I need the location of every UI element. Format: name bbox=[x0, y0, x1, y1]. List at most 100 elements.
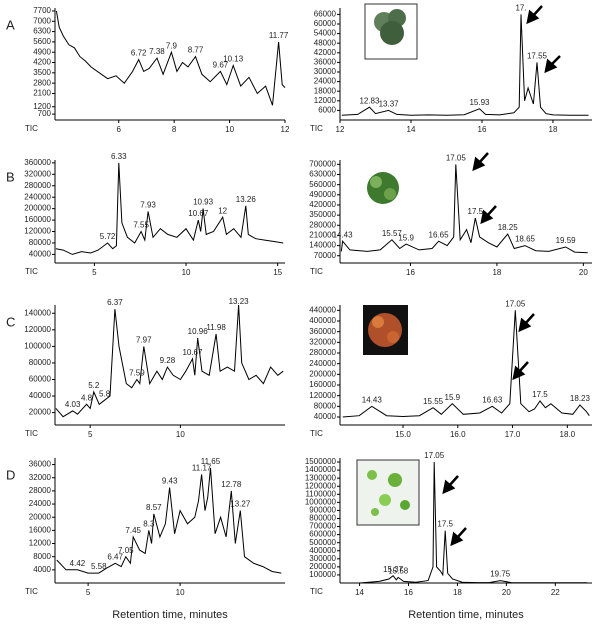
y-tick-label: 700000 bbox=[309, 522, 336, 531]
peak-label: 5.72 bbox=[100, 232, 116, 241]
y-tick-label: 700000 bbox=[309, 159, 336, 168]
peak-label: 15.58 bbox=[388, 566, 409, 575]
peak-label: 6.37 bbox=[107, 298, 123, 307]
peak-label: 13.26 bbox=[236, 195, 257, 204]
y-tick-label: 440000 bbox=[309, 305, 336, 314]
y-tick-label: 3500 bbox=[33, 68, 51, 77]
peak-label: 13.23 bbox=[229, 297, 250, 306]
peak-label: 7.38 bbox=[149, 47, 165, 56]
peak-label: 17.5 bbox=[532, 390, 548, 399]
y-tick-label: 1200 bbox=[33, 102, 51, 111]
trace bbox=[342, 310, 590, 418]
y-tick-label: 4000 bbox=[33, 565, 51, 574]
peak-label: 17.05 bbox=[424, 451, 445, 460]
y-tick-label: 40000 bbox=[314, 412, 337, 421]
y-tick-label: 350000 bbox=[309, 210, 336, 219]
y-tick-label: 20000 bbox=[29, 408, 52, 417]
y-tick-label: 1400000 bbox=[305, 465, 337, 474]
photo-d bbox=[356, 459, 420, 526]
peak-label: 17. bbox=[515, 4, 526, 13]
y-tick-label: 5600 bbox=[33, 37, 51, 46]
x-tick-label: 18.0 bbox=[560, 430, 576, 439]
y-tick-label: 600000 bbox=[309, 530, 336, 539]
x-tick-label: 6 bbox=[117, 125, 122, 134]
x-tick-label: 10 bbox=[225, 125, 234, 134]
y-tick-label: 80000 bbox=[314, 401, 337, 410]
y-tick-label: 320000 bbox=[24, 169, 51, 178]
x-tick-label: 17.0 bbox=[505, 430, 521, 439]
y-tick-label: 200000 bbox=[309, 562, 336, 571]
peak-label: 8.77 bbox=[188, 46, 204, 55]
y-tick-label: 1500000 bbox=[305, 457, 337, 466]
peak-label: 11.17 bbox=[192, 464, 212, 473]
y-tick-label: 24000 bbox=[314, 77, 337, 86]
y-tick-label: 100000 bbox=[309, 570, 336, 579]
photo-c bbox=[363, 305, 408, 355]
y-tick-label: 16000 bbox=[29, 525, 52, 534]
trace bbox=[56, 467, 282, 574]
peak-label: 18.23 bbox=[570, 394, 591, 403]
peak-label: 8.57 bbox=[146, 503, 162, 512]
y-tick-label: 1200000 bbox=[305, 481, 337, 490]
y-label: TIC bbox=[25, 587, 38, 596]
y-tick-label: 12000 bbox=[314, 96, 337, 105]
y-label: TIC bbox=[25, 124, 38, 133]
trace bbox=[55, 304, 284, 418]
peak-label: 19.75 bbox=[490, 570, 511, 579]
peak-label: 15.37 bbox=[383, 565, 404, 574]
y-tick-label: 280000 bbox=[309, 220, 336, 229]
y-tick-label: 24000 bbox=[29, 499, 52, 508]
y-tick-label: 490000 bbox=[309, 190, 336, 199]
y-tick-label: 160000 bbox=[24, 215, 51, 224]
y-tick-label: 20000 bbox=[29, 512, 52, 521]
peak-label: 12.78 bbox=[221, 480, 242, 489]
y-tick-label: 200000 bbox=[309, 369, 336, 378]
peak-label: 15.55 bbox=[423, 397, 444, 406]
peak-label: 12.83 bbox=[359, 96, 380, 105]
y-label: TIC bbox=[310, 124, 323, 133]
peak-label: 11.65 bbox=[201, 457, 221, 466]
x-tick-label: 5 bbox=[86, 588, 91, 597]
panel-label: D bbox=[6, 467, 15, 482]
peak-label: 7.59 bbox=[129, 369, 145, 378]
y-tick-label: 300000 bbox=[309, 554, 336, 563]
panel-label: C bbox=[6, 314, 15, 329]
y-tick-label: 18000 bbox=[314, 86, 337, 95]
y-tick-label: 120000 bbox=[24, 227, 51, 236]
panel-label: A bbox=[6, 17, 15, 32]
y-tick-label: 140000 bbox=[24, 308, 51, 317]
y-tick-label: 900000 bbox=[309, 506, 336, 515]
trace bbox=[342, 461, 588, 584]
peak-label: 10.96 bbox=[188, 327, 209, 336]
y-tick-label: 12000 bbox=[29, 539, 52, 548]
peak-label: 16.63 bbox=[482, 395, 503, 404]
y-tick-label: 140000 bbox=[309, 241, 336, 250]
y-tick-label: 40000 bbox=[29, 250, 52, 259]
peak-label: 17.5 bbox=[468, 207, 484, 216]
peak-label: 6.47 bbox=[107, 552, 123, 561]
peak-label: 17.05 bbox=[446, 153, 467, 162]
y-tick-label: 800000 bbox=[309, 514, 336, 523]
y-tick-label: 120000 bbox=[309, 391, 336, 400]
peak-label: 4.03 bbox=[65, 400, 81, 409]
arrows bbox=[442, 5, 561, 547]
peak-label: 18.25 bbox=[498, 223, 519, 232]
photo-b bbox=[363, 160, 403, 215]
y-tick-label: 70000 bbox=[314, 251, 337, 260]
x-label: Retention time, minutes bbox=[112, 609, 228, 621]
peak-label: 10.67 bbox=[182, 348, 203, 357]
y-tick-label: 100000 bbox=[24, 341, 51, 350]
y-tick-label: 360000 bbox=[24, 158, 51, 167]
y-tick-label: 66000 bbox=[314, 10, 337, 19]
peak-label: 15.9 bbox=[445, 393, 461, 402]
y-tick-label: 60000 bbox=[314, 19, 337, 28]
y-tick-label: 36000 bbox=[314, 58, 337, 67]
y-tick-label: 32000 bbox=[29, 473, 52, 482]
peak-label: 9.43 bbox=[162, 477, 178, 486]
y-tick-label: 2800 bbox=[33, 78, 51, 87]
peak-label: 7.9 bbox=[166, 41, 178, 50]
y-tick-label: 6000 bbox=[318, 106, 336, 115]
peak-label: 7.97 bbox=[136, 335, 152, 344]
peak-label: 5.8 bbox=[99, 389, 111, 398]
